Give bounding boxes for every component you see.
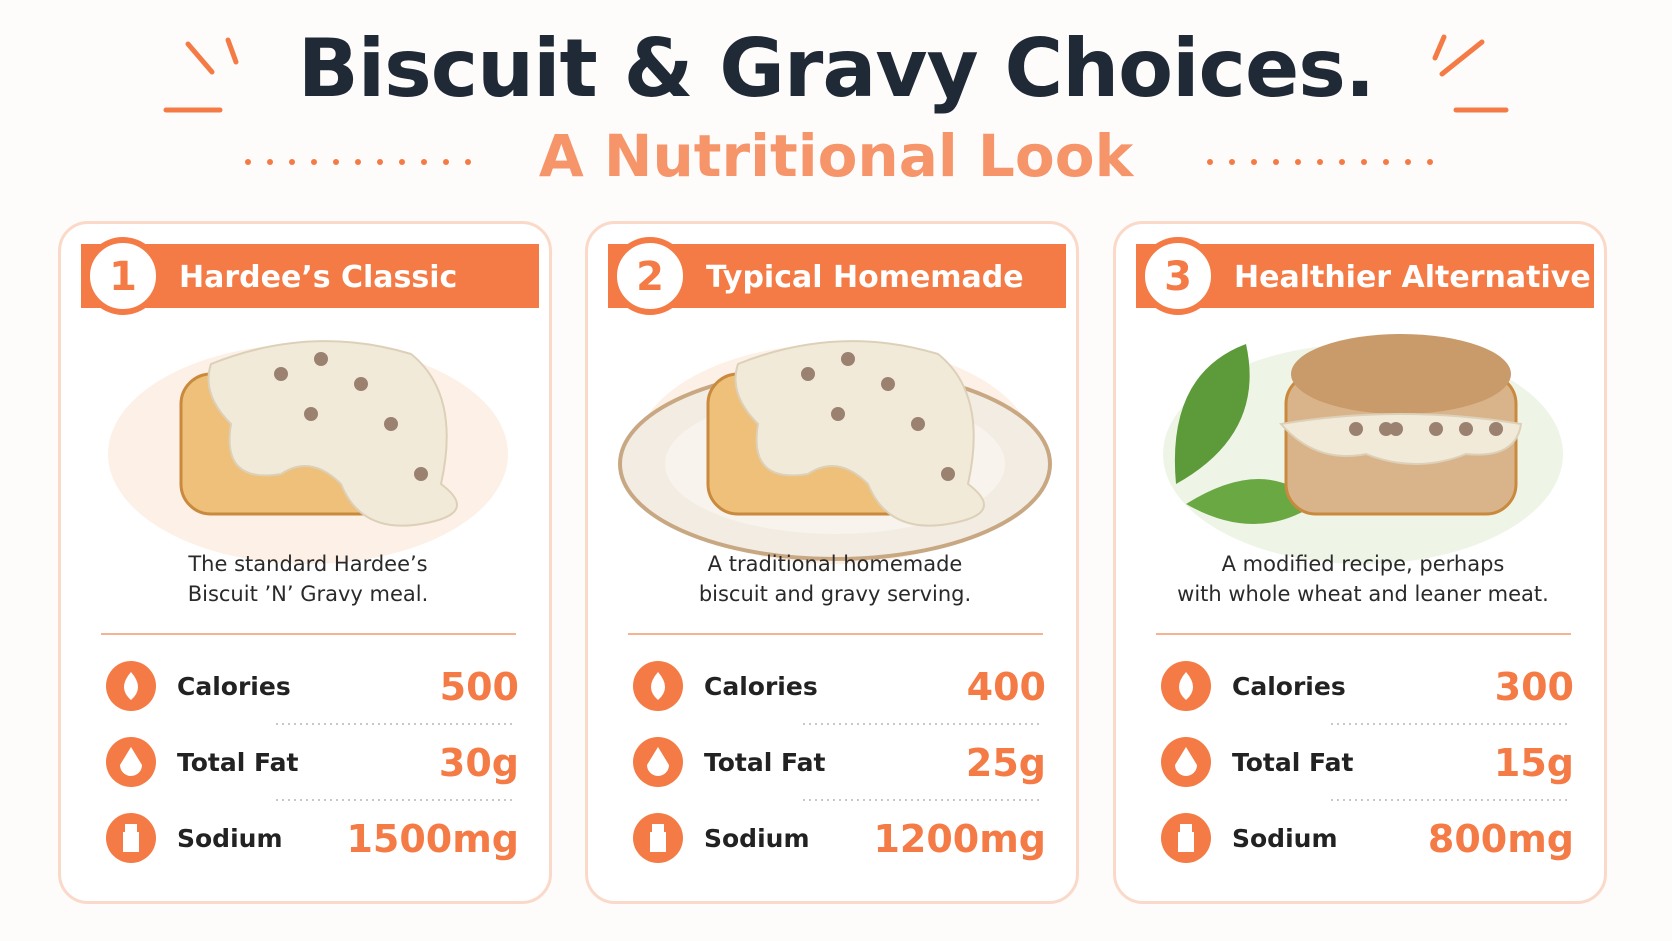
number-badge	[611, 237, 689, 315]
description: The standard Hardee’s	[187, 552, 427, 576]
title: Biscuit & Gravy Choices.	[297, 22, 1376, 115]
nutrient-value: 1500mg	[346, 817, 519, 861]
sausage	[881, 377, 895, 391]
nutrient-value: 400	[967, 665, 1046, 709]
food-illustration	[1163, 334, 1563, 564]
nutrient-label: Calories	[177, 672, 291, 701]
nutrient-value: 1200mg	[873, 817, 1046, 861]
card-graphic: 1 Hardee’s Classic The standard Hardee’s Bi…	[81, 237, 539, 863]
sausage	[1379, 422, 1393, 436]
nutrient-label: Sodium	[1232, 824, 1338, 853]
gravy	[734, 340, 985, 527]
description: biscuit and gravy serving.	[699, 582, 971, 606]
card-name: Typical Homemade	[706, 260, 1024, 295]
icon-glyph	[123, 824, 139, 852]
card-graphic: 2 Typical Homemade A traditional homemade b…	[608, 237, 1066, 863]
card-graphic: 3 Healthier Alternative A modified recipe,…	[1136, 237, 1594, 863]
card-name: Hardee’s Classic	[179, 260, 457, 295]
food-illustration	[618, 340, 1052, 564]
nutrient-label: Sodium	[704, 824, 810, 853]
sausage	[1459, 422, 1473, 436]
subtitle: A Nutritional Look	[538, 122, 1134, 190]
description: A modified recipe, perhaps	[1222, 552, 1505, 576]
icon-glyph	[650, 824, 666, 852]
nutrient-label: Total Fat	[177, 748, 298, 777]
description: Biscuit ’N’ Gravy meal.	[188, 582, 429, 606]
gravy	[207, 340, 458, 527]
food-illustration	[108, 340, 508, 564]
nutrient-label: Calories	[704, 672, 818, 701]
sausage	[414, 467, 428, 481]
icon-glyph	[1179, 672, 1193, 700]
nutrient-value: 500	[440, 665, 519, 709]
sausage	[354, 377, 368, 391]
nutrient-value: 800mg	[1428, 817, 1574, 861]
number-badge	[84, 237, 162, 315]
icon-glyph	[647, 747, 669, 776]
sausage	[1489, 422, 1503, 436]
decorations	[163, 34, 1509, 165]
card: 2 Typical Homemade A traditional homemade b…	[585, 221, 1079, 904]
nutrient-value: 300	[1495, 665, 1574, 709]
icon-glyph	[1175, 747, 1197, 776]
sausage	[1349, 422, 1363, 436]
nutrient-value: 25g	[966, 741, 1046, 785]
sausage	[911, 417, 925, 431]
nutrient-label: Sodium	[177, 824, 283, 853]
card: 3 Healthier Alternative A modified recipe,…	[1113, 221, 1607, 904]
leaf	[1186, 479, 1316, 524]
sausage	[941, 467, 955, 481]
nutrient-value: 15g	[1494, 741, 1574, 785]
sausage	[831, 407, 845, 421]
sausage	[304, 407, 318, 421]
icon-glyph	[124, 672, 138, 700]
icon-glyph	[120, 747, 142, 776]
card-number: 2	[636, 254, 664, 300]
nutrient-value: 30g	[439, 741, 519, 785]
sausage	[1389, 422, 1403, 436]
sausage	[314, 352, 328, 366]
sausage	[841, 352, 855, 366]
card-number: 3	[1164, 254, 1192, 300]
number-badge	[1139, 237, 1217, 315]
sausage	[384, 417, 398, 431]
sausage	[274, 367, 288, 381]
biscuit-top	[1291, 334, 1511, 414]
card-number: 1	[109, 254, 137, 300]
sausage	[801, 367, 815, 381]
card: 1 Hardee’s Classic The standard Hardee’s Bi…	[58, 221, 552, 904]
leaf	[1174, 344, 1250, 484]
nutrient-label: Total Fat	[704, 748, 825, 777]
sausage	[1429, 422, 1443, 436]
description: with whole wheat and leaner meat.	[1177, 582, 1549, 606]
nutrient-label: Total Fat	[1232, 748, 1353, 777]
nutrient-label: Calories	[1232, 672, 1346, 701]
card-name: Healthier Alternative	[1234, 260, 1591, 295]
description: A traditional homemade	[708, 552, 963, 576]
icon-glyph	[651, 672, 665, 700]
icon-glyph	[1178, 824, 1194, 852]
